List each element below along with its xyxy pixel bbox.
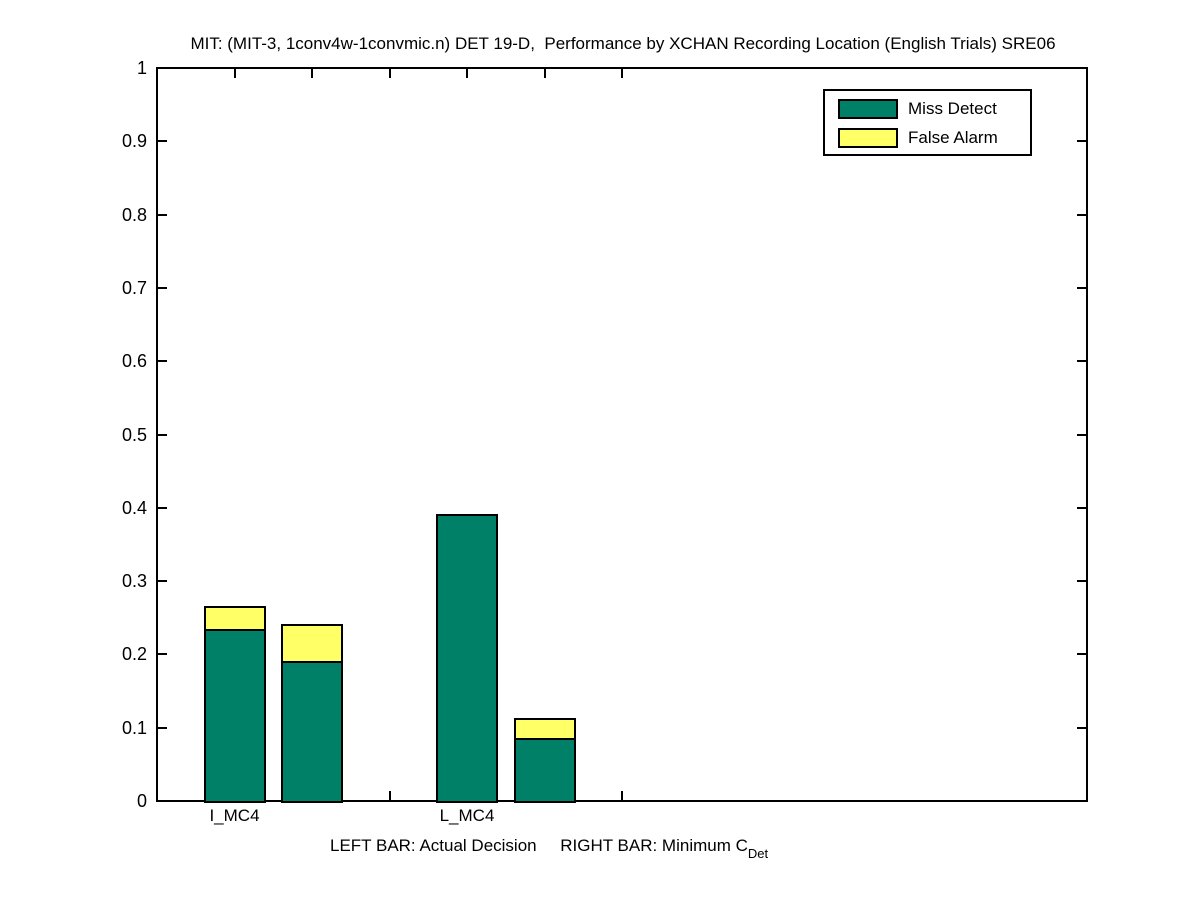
legend-item-miss-detect: Miss Detect	[825, 99, 1030, 119]
y-tick-mark-left	[157, 653, 167, 656]
y-tick-mark-left	[157, 213, 167, 216]
y-tick-label: 1	[136, 58, 147, 78]
y-tick-label: 0.2	[121, 644, 147, 665]
y-tick-label: 0.5	[121, 424, 147, 445]
y-tick-label: 0	[136, 791, 147, 811]
x-tick-mark-bottom	[621, 791, 623, 801]
y-tick-mark-left	[157, 286, 167, 289]
y-tick-label: 0.7	[121, 277, 147, 298]
legend-label: False Alarm	[908, 128, 998, 147]
y-tick-mark-right	[1077, 506, 1087, 509]
bar-segment-false-alarm	[206, 608, 264, 631]
y-tick-mark-left	[157, 506, 167, 509]
x-tick-mark-top	[233, 68, 236, 78]
x-tick-label: I_MC4	[209, 806, 260, 825]
y-tick-label: 0.6	[121, 351, 147, 372]
y-tick-mark-left	[157, 580, 167, 583]
x-axis-label-text: LEFT BAR: Actual Decision RIGHT BAR: Min…	[330, 836, 748, 855]
y-tick-label: 0.8	[121, 204, 147, 225]
x-tick-mark-bottom	[388, 791, 391, 801]
y-tick-mark-right	[1077, 580, 1087, 583]
y-tick-mark-left	[157, 800, 167, 802]
miss-detect-swatch	[838, 99, 898, 119]
legend-item-false-alarm: False Alarm	[825, 128, 1030, 148]
x-axis-label-subscript: Det	[747, 846, 769, 861]
y-tick-mark-left	[157, 67, 167, 69]
x-tick-mark-top	[621, 68, 623, 78]
y-tick-mark-right	[1077, 213, 1087, 216]
bar-segment-false-alarm	[516, 720, 574, 740]
y-tick-label: 0.4	[121, 497, 147, 518]
y-tick-mark-left	[157, 726, 167, 729]
legend-label: Miss Detect	[908, 99, 997, 118]
x-tick-mark-top	[388, 68, 391, 78]
legend: Miss Detect False Alarm	[823, 89, 1032, 156]
bar-segment-false-alarm	[283, 626, 341, 663]
y-tick-mark-right	[1077, 653, 1087, 656]
bar-actual-decision-i_mc4	[204, 606, 266, 803]
x-axis-label: LEFT BAR: Actual Decision RIGHT BAR: Min…	[330, 836, 768, 861]
y-tick-mark-right	[1077, 433, 1087, 436]
y-tick-label: 0.3	[121, 571, 147, 592]
y-tick-mark-right	[1077, 140, 1087, 143]
false-alarm-swatch	[838, 128, 898, 148]
chart-title: MIT: (MIT-3, 1conv4w-1convmic.n) DET 19-…	[190, 34, 1056, 53]
bar-minimum-cdet-l_mc4	[514, 718, 576, 803]
y-tick-label: 0.1	[121, 717, 147, 738]
y-tick-label: 0.9	[121, 131, 147, 152]
bar-actual-decision-l_mc4	[436, 514, 498, 803]
y-tick-mark-left	[157, 360, 167, 363]
x-tick-mark-top	[543, 68, 546, 78]
y-tick-mark-left	[157, 433, 167, 436]
y-tick-mark-left	[157, 140, 167, 143]
bar-minimum-cdet-i_mc4	[281, 624, 343, 803]
x-tick-label: L_MC4	[439, 806, 495, 825]
x-tick-mark-top	[466, 68, 468, 78]
y-tick-mark-right	[1077, 726, 1087, 729]
y-tick-mark-right	[1077, 800, 1087, 802]
y-tick-mark-right	[1077, 360, 1087, 363]
y-tick-mark-right	[1077, 286, 1087, 289]
y-tick-mark-right	[1077, 67, 1087, 69]
x-tick-mark-top	[311, 68, 313, 78]
